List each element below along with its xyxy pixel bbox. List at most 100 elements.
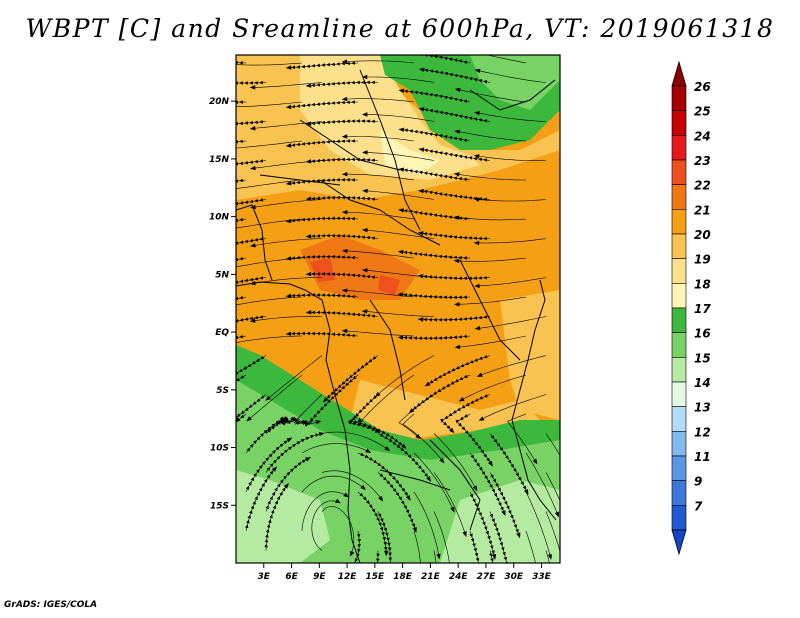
colorbar-label: 23 [694,154,711,168]
lon-tick-label: 12E [338,572,358,582]
streamline [252,277,322,284]
colorbar-label: 19 [694,253,711,267]
streamline-arrow [450,506,455,513]
streamline-arrow [230,340,236,345]
streamline [294,413,319,426]
streamline-arrow [455,46,461,51]
streamline-arrow [554,511,559,518]
streamline-arrow [236,225,237,231]
streamline-arrow [412,526,417,533]
streamline [456,173,526,181]
streamline [420,315,491,322]
streamline-arrow [341,288,348,293]
streamline-arrow [343,492,350,498]
streamline [288,216,359,223]
colorbar-label: 7 [694,499,703,513]
streamline-arrow [318,431,325,437]
streamline [349,550,380,563]
streamline-arrow [418,67,425,72]
lon-tick-label: 6E [285,572,298,582]
streamline-arrow [473,240,480,246]
colorbar-segment [671,480,687,506]
streamline [478,355,547,377]
streamline-arrow [285,256,292,261]
streamline [433,511,450,563]
streamline-arrow [361,309,368,314]
streamline [364,76,435,83]
streamline [236,315,267,330]
colorbar-label: 20 [694,228,711,242]
lat-tick-label: EQ [215,328,229,338]
streamline [477,316,547,329]
streamline-arrow [341,59,348,64]
streamline [489,433,528,493]
streamline [400,293,471,300]
streamline-arrow [540,596,545,602]
streamline [308,233,379,240]
streamline [288,61,359,70]
streamline-arrow [285,65,292,70]
streamline [525,452,559,516]
streamline-arrow [305,159,312,164]
streamline-arrow [449,427,455,434]
streamline-arrow [361,268,368,273]
streamline [308,119,379,126]
streamline-arrow [474,325,481,331]
streamline [308,80,379,88]
streamline [308,157,379,163]
streamline-arrow [398,127,405,133]
streamline [440,394,491,432]
colorbar-segment [671,85,687,111]
streamline [308,272,379,279]
streamline-arrow [362,188,368,194]
streamline-arrow [454,344,461,350]
streamline-arrow [305,121,312,126]
streamline-arrow [454,129,461,135]
streamline [400,250,471,260]
colorbar-segment [671,332,687,358]
streamline-arrow [341,248,348,254]
streamline-arrow [285,104,292,110]
streamline-arrow [250,204,256,210]
streamline-arrow [193,77,199,82]
streamline-arrow [305,310,312,315]
streamline-arrow [453,258,460,264]
colorbar-segment [671,233,687,259]
streamline [421,68,491,84]
streamline [476,277,547,287]
streamline [308,195,379,201]
streamline-arrow [398,167,405,172]
streamline-arrow [365,448,372,453]
streamline [433,472,466,535]
streamline [288,100,359,109]
streamline-arrow [417,597,422,603]
streamline-arrow [174,225,180,230]
streamline [344,60,415,64]
colorbar: 26 25 24 23 22 21 20 19 18 17 16 15 14 13 12 11 9 7 [671,60,711,556]
streamline [420,274,491,281]
streamline [236,198,267,210]
streamline [400,334,471,341]
plot-frame [235,54,561,564]
colorbar-label: 17 [694,302,711,316]
streamline [236,62,303,66]
streamline-arrow [341,171,348,177]
streamline-arrow [398,208,404,213]
streamline-arrow [283,483,289,489]
streamline [525,491,551,558]
streamline-arrow [181,405,188,411]
streamline [344,173,415,181]
lon-tick-label: 33E [532,572,552,582]
streamline-arrow [249,280,256,286]
streamline [456,257,527,262]
streamline-arrow [271,466,278,472]
latitude-axis: 20N 15N 10N 5N EQ 5S 10S 15S [209,97,236,511]
streamline [236,140,303,149]
streamline-arrow [174,307,180,312]
lat-tick-label: 20N [209,97,230,107]
streamline-arrow [174,52,180,57]
lon-tick-label: 27E [477,572,497,582]
colorbar-label: 15 [694,351,711,365]
streamline-arrow [249,243,256,248]
streamline-arrow [193,121,199,126]
